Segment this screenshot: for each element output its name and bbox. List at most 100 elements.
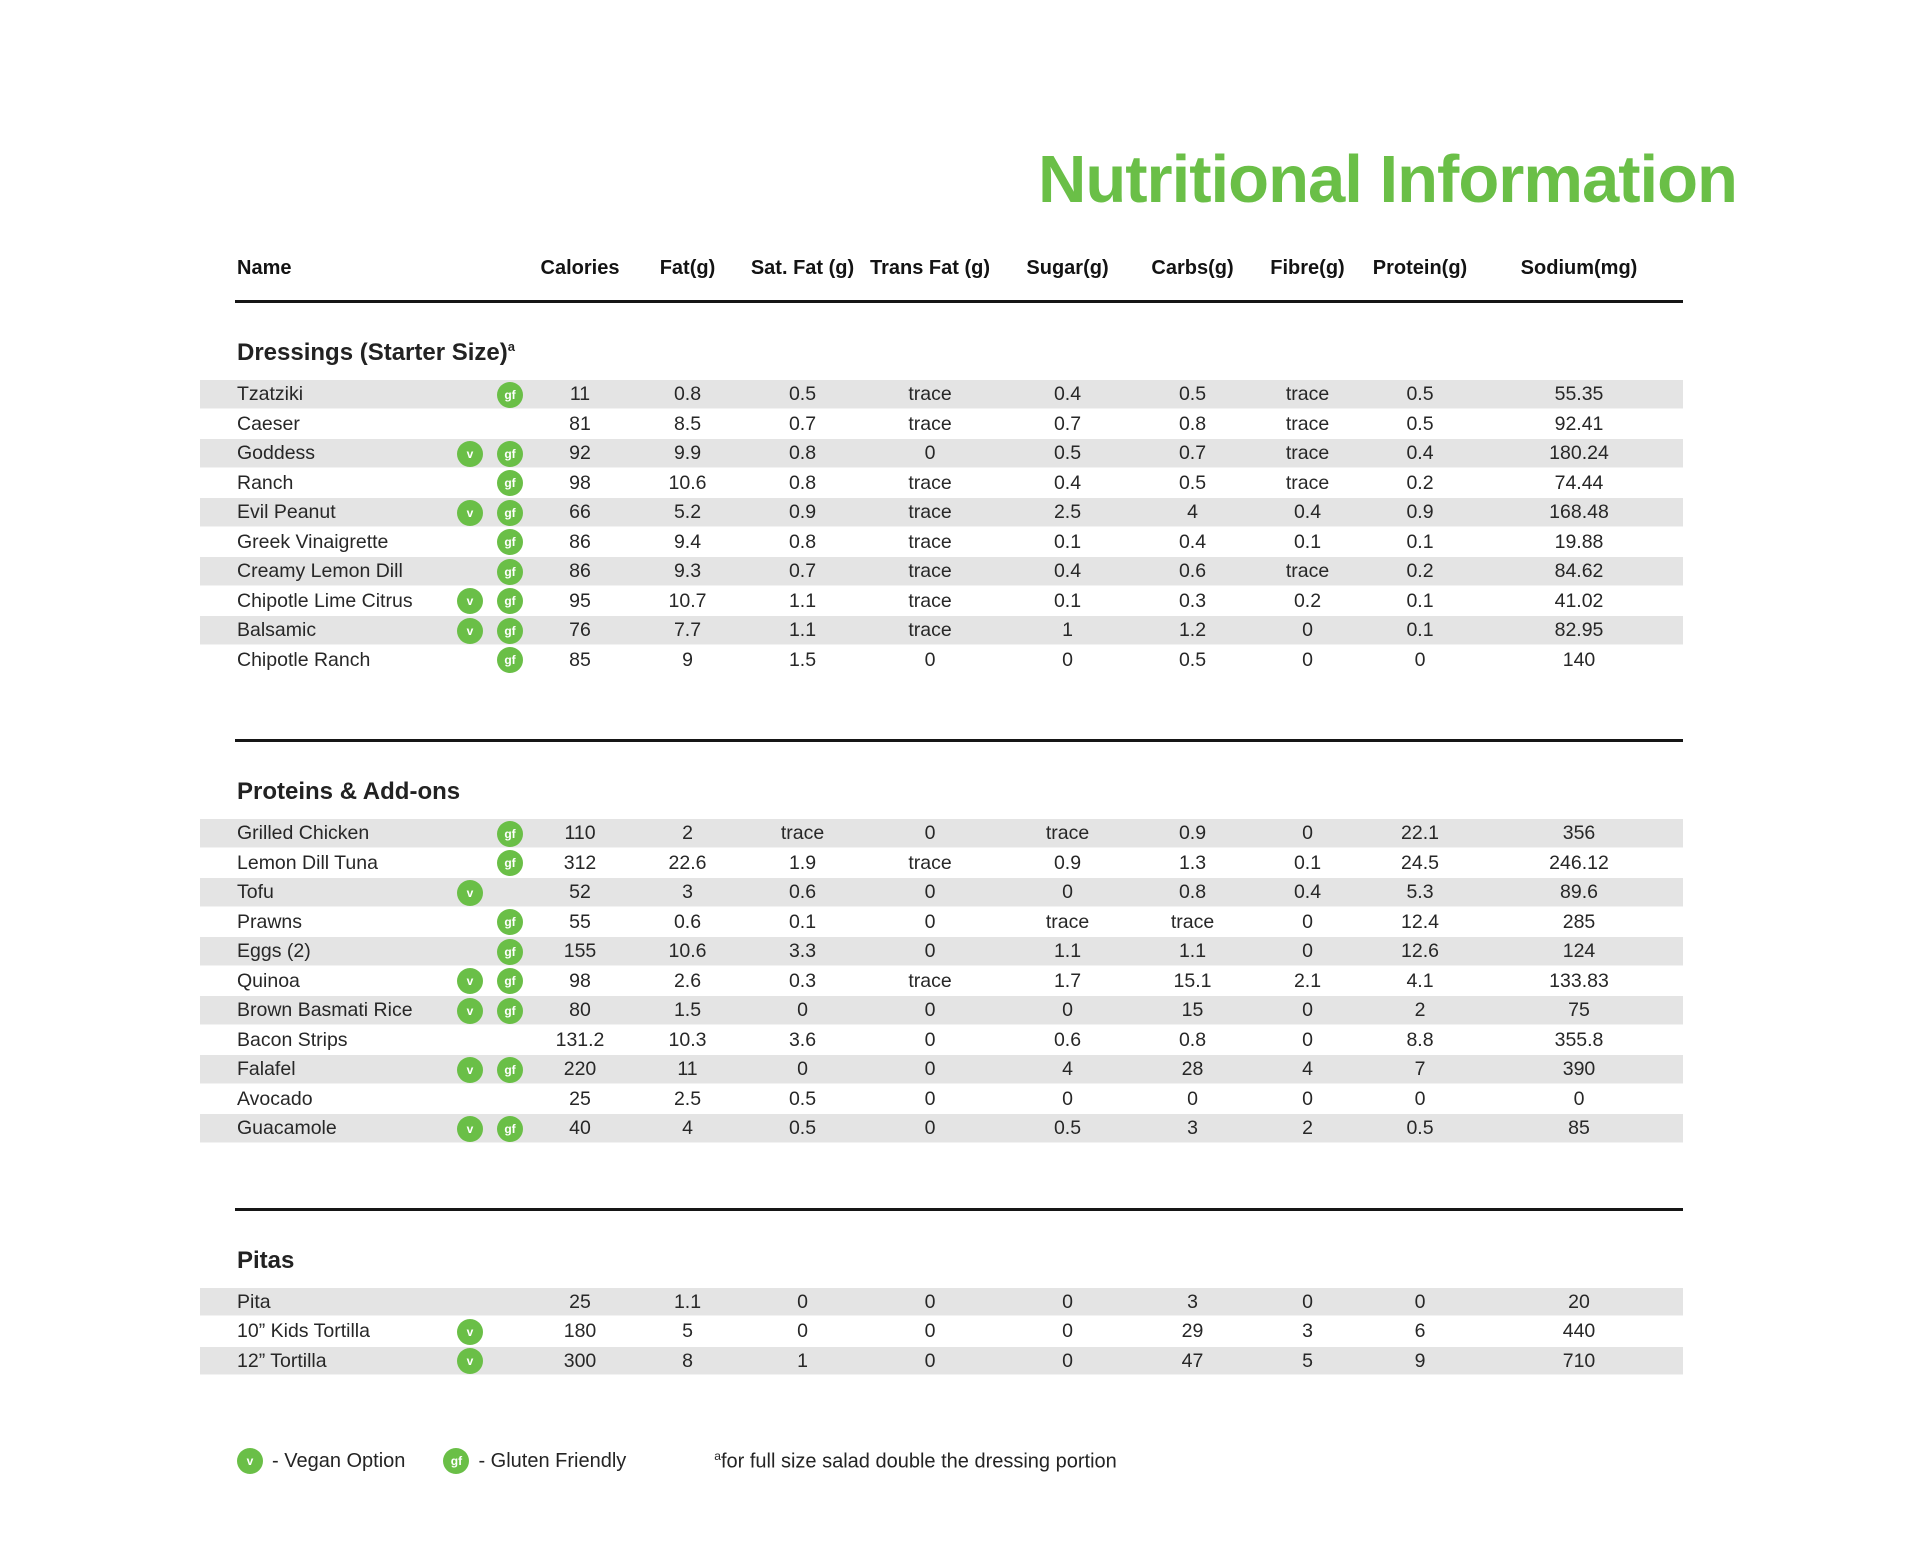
- sugar-value: 0: [1062, 881, 1073, 904]
- gluten-friendly-icon: gf: [443, 1448, 470, 1474]
- table-row: Avocado v gf 25 2.5 0.5 0 0 0 0 0 0: [200, 1085, 1683, 1115]
- footnote-superscript: a: [714, 1448, 721, 1463]
- table-row: Balsamic v gf 76 7.7 1.1 trace 1 1.2 0 0…: [200, 616, 1683, 646]
- fat-value: 11: [677, 1058, 698, 1081]
- calories-value: 52: [569, 881, 591, 904]
- gluten-friendly-icon: gf: [497, 647, 523, 674]
- gf-cell: gf: [490, 938, 530, 965]
- sugar-value: 1.7: [1053, 969, 1082, 992]
- vegan-cell: v: [450, 1318, 490, 1345]
- sodium-value: 19.88: [1554, 530, 1604, 553]
- gf-cell: gf: [490, 499, 530, 526]
- vegan-option-icon: v: [457, 1056, 483, 1083]
- sat-fat-value: 0.5: [788, 383, 817, 406]
- gf-cell: gf: [490, 820, 530, 847]
- vegan-cell: v: [450, 1289, 490, 1315]
- calories-value: 92: [569, 442, 591, 465]
- row-name: Chipotle Lime Citrus: [237, 589, 413, 612]
- calories-value: 86: [569, 560, 591, 583]
- page-title: Nutritional Information: [1037, 141, 1738, 217]
- section-divider: [235, 1207, 1683, 1211]
- sodium-value: 41.02: [1554, 589, 1604, 612]
- calories-value: 98: [569, 969, 591, 992]
- trans-fat-value: 0: [924, 1087, 936, 1110]
- fibre-value: 2: [1302, 1117, 1313, 1140]
- row-name: Lemon Dill Tuna: [237, 851, 378, 874]
- table-row: Tofu v gf 52 3 0.6 0 0 0.8 0.4 5.3 89.6: [200, 878, 1683, 908]
- gluten-friendly-icon: gf: [497, 938, 523, 965]
- row-name: Goddess: [237, 442, 316, 465]
- gf-cell: gf: [490, 880, 530, 906]
- vegan-cell: v: [450, 1056, 490, 1083]
- vegan-cell: v: [450, 411, 490, 437]
- fibre-value: 0: [1302, 619, 1313, 642]
- row-name: Guacamole: [237, 1117, 337, 1140]
- calories-value: 76: [569, 619, 591, 642]
- sodium-value: 710: [1562, 1349, 1596, 1372]
- gf-cell: gf: [490, 1027, 530, 1053]
- sat-fat-value: 0.9: [788, 501, 817, 524]
- gf-cell: gf: [490, 617, 530, 644]
- fibre-value: 0: [1302, 822, 1313, 845]
- sat-fat-value: 1.9: [788, 851, 817, 874]
- calories-value: 55: [569, 910, 591, 933]
- fibre-value: 0: [1302, 940, 1313, 963]
- section-divider: [235, 739, 1683, 742]
- fat-value: 9: [682, 648, 693, 671]
- protein-value: 0.9: [1406, 501, 1434, 524]
- fibre-value: trace: [1285, 471, 1330, 494]
- fibre-value: 0.2: [1293, 589, 1322, 612]
- legend-vegan-label: - Vegan Option: [272, 1449, 406, 1472]
- column-header-sat-fat: Sat. Fat (g): [750, 256, 855, 279]
- sat-fat-value: 1: [797, 1349, 808, 1372]
- table-row: Chipotle Ranch v gf 85 9 1.5 0 0 0.5 0 0…: [200, 646, 1683, 676]
- row-name: Grilled Chicken: [237, 822, 370, 845]
- trans-fat-value: 0: [924, 1320, 936, 1343]
- gf-cell: gf: [490, 968, 530, 995]
- carbs-value: 0.8: [1178, 881, 1207, 904]
- calories-value: 180: [563, 1320, 597, 1343]
- calories-value: 25: [569, 1087, 591, 1110]
- vegan-option-icon: v: [457, 1318, 483, 1345]
- table-row: Greek Vinaigrette v gf 86 9.4 0.8 trace …: [200, 528, 1683, 558]
- sat-fat-value: 0.8: [788, 471, 817, 494]
- carbs-value: 0.7: [1178, 442, 1207, 465]
- protein-value: 5.3: [1406, 881, 1434, 904]
- vegan-option-icon: v: [457, 997, 483, 1024]
- gluten-friendly-icon: gf: [497, 1115, 523, 1142]
- gluten-friendly-icon: gf: [497, 617, 523, 644]
- section-rows-dressings: Tzatziki v gf 11 0.8 0.5 trace 0.4 0.5 t…: [200, 380, 1683, 675]
- carbs-value: 0.5: [1178, 648, 1207, 671]
- nutrition-table: Name Calories Fat(g) Sat. Fat (g) Trans …: [200, 250, 1683, 1474]
- gluten-friendly-icon: gf: [497, 381, 523, 408]
- fat-value: 0.6: [673, 910, 702, 933]
- column-header-calories: Calories: [540, 256, 620, 279]
- vegan-cell: v: [450, 470, 490, 496]
- vegan-cell: v: [450, 617, 490, 644]
- column-header-trans-fat: Trans Fat (g): [869, 256, 990, 279]
- fibre-value: 0.4: [1293, 501, 1322, 524]
- gluten-friendly-icon: gf: [497, 968, 523, 995]
- sugar-value: trace: [1045, 910, 1090, 933]
- sugar-value: 0.1: [1053, 530, 1082, 553]
- sodium-value: 20: [1568, 1290, 1590, 1313]
- sugar-value: 0.1: [1053, 589, 1082, 612]
- vegan-cell: v: [450, 382, 490, 408]
- sugar-value: 1: [1062, 619, 1073, 642]
- column-header-sugar: Sugar(g): [1026, 256, 1109, 279]
- vegan-option-icon: v: [237, 1448, 263, 1474]
- carbs-value: 0.4: [1178, 530, 1207, 553]
- sodium-value: 140: [1562, 648, 1596, 671]
- trans-fat-value: trace: [908, 619, 952, 642]
- trans-fat-value: 0: [924, 881, 936, 904]
- sugar-value: trace: [1045, 822, 1090, 845]
- trans-fat-value: trace: [908, 589, 952, 612]
- vegan-cell: v: [450, 559, 490, 585]
- sugar-value: 2.5: [1053, 501, 1082, 524]
- trans-fat-value: trace: [908, 471, 952, 494]
- fibre-value: trace: [1285, 412, 1330, 435]
- sugar-value: 0: [1062, 648, 1073, 671]
- trans-fat-value: trace: [908, 412, 952, 435]
- row-name: Caeser: [237, 412, 300, 435]
- trans-fat-value: 0: [924, 822, 936, 845]
